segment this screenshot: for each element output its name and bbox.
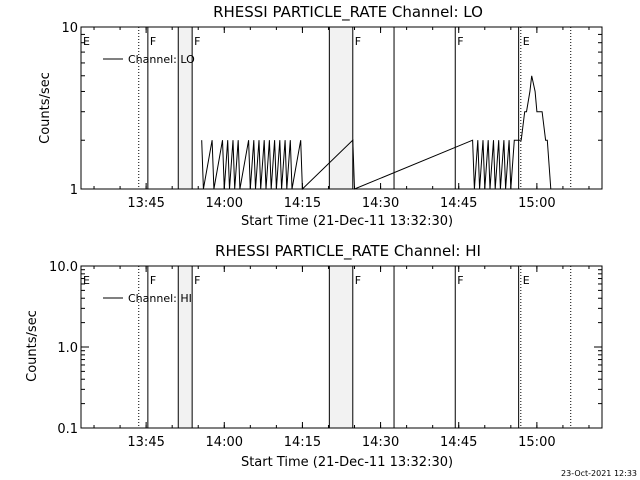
lo-channel-panel: RHESSI PARTICLE_RATE Channel: LO Counts/… xyxy=(38,3,603,229)
y-axis-label: Counts/sec xyxy=(25,310,40,382)
y-tick-label: 10 xyxy=(61,21,78,36)
x-tick-label: 14:30 xyxy=(362,435,399,450)
event-marker-label: F xyxy=(457,274,463,287)
y-tick-label: 1.0 xyxy=(57,341,78,356)
y-tick-label: 0.1 xyxy=(57,422,78,437)
event-marker-label: F xyxy=(150,274,156,287)
x-tick-label: 14:45 xyxy=(440,196,477,211)
generation-timestamp: 23-Oct-2021 12:33 xyxy=(561,469,637,478)
event-marker-label: F xyxy=(194,274,200,287)
y-axis-label: Counts/sec xyxy=(38,72,53,144)
chart-title: RHESSI PARTICLE_RATE Channel: HI xyxy=(215,242,481,261)
x-axis-label: Start Time (21-Dec-11 13:32:30) xyxy=(241,455,453,470)
event-marker-label: E xyxy=(523,35,530,48)
x-tick-label: 14:00 xyxy=(206,196,243,211)
event-marker-label: E xyxy=(83,35,90,48)
x-tick-label: 14:45 xyxy=(440,435,477,450)
x-axis-label: Start Time (21-Dec-11 13:32:30) xyxy=(241,214,453,229)
x-tick-label: 14:15 xyxy=(284,435,321,450)
x-tick-label: 13:45 xyxy=(127,196,164,211)
series-line xyxy=(201,75,558,191)
event-marker-label: F xyxy=(194,35,200,48)
x-tick-label: 15:00 xyxy=(518,435,555,450)
event-marker-label: F xyxy=(150,35,156,48)
x-tick-label: 14:00 xyxy=(206,435,243,450)
x-tick-label: 13:45 xyxy=(127,435,164,450)
x-tick-label: 14:30 xyxy=(362,196,399,211)
plot-area: E F F F F E 13:45 14:00 14:15 14:30 14:45 15:00 1 10 xyxy=(61,21,603,211)
hi-channel-panel: RHESSI PARTICLE_RATE Channel: HI Counts/… xyxy=(25,242,603,470)
event-marker-label: F xyxy=(355,274,361,287)
shaded-interval xyxy=(329,266,353,428)
x-tick-label: 15:00 xyxy=(518,196,555,211)
y-tick-label: 1 xyxy=(70,183,78,198)
legend-label: Channel: HI xyxy=(128,292,192,305)
event-marker-label: E xyxy=(83,274,90,287)
shaded-interval xyxy=(178,266,193,428)
shaded-interval xyxy=(329,27,353,189)
legend: Channel: HI xyxy=(103,292,192,305)
y-tick-label: 10.0 xyxy=(49,260,78,275)
chart-title: RHESSI PARTICLE_RATE Channel: LO xyxy=(213,3,483,22)
legend-label: Channel: LO xyxy=(128,53,195,66)
plot-area: E F F F F E 13:45 14:00 14:15 14:30 14:45 15:00 0.1 1… xyxy=(49,260,603,450)
plot-frame xyxy=(80,26,603,190)
x-tick-label: 14:15 xyxy=(284,196,321,211)
shaded-interval xyxy=(178,27,193,189)
legend: Channel: LO xyxy=(103,53,195,66)
event-marker-label: F xyxy=(355,35,361,48)
event-marker-label: F xyxy=(457,35,463,48)
event-marker-label: E xyxy=(523,274,530,287)
